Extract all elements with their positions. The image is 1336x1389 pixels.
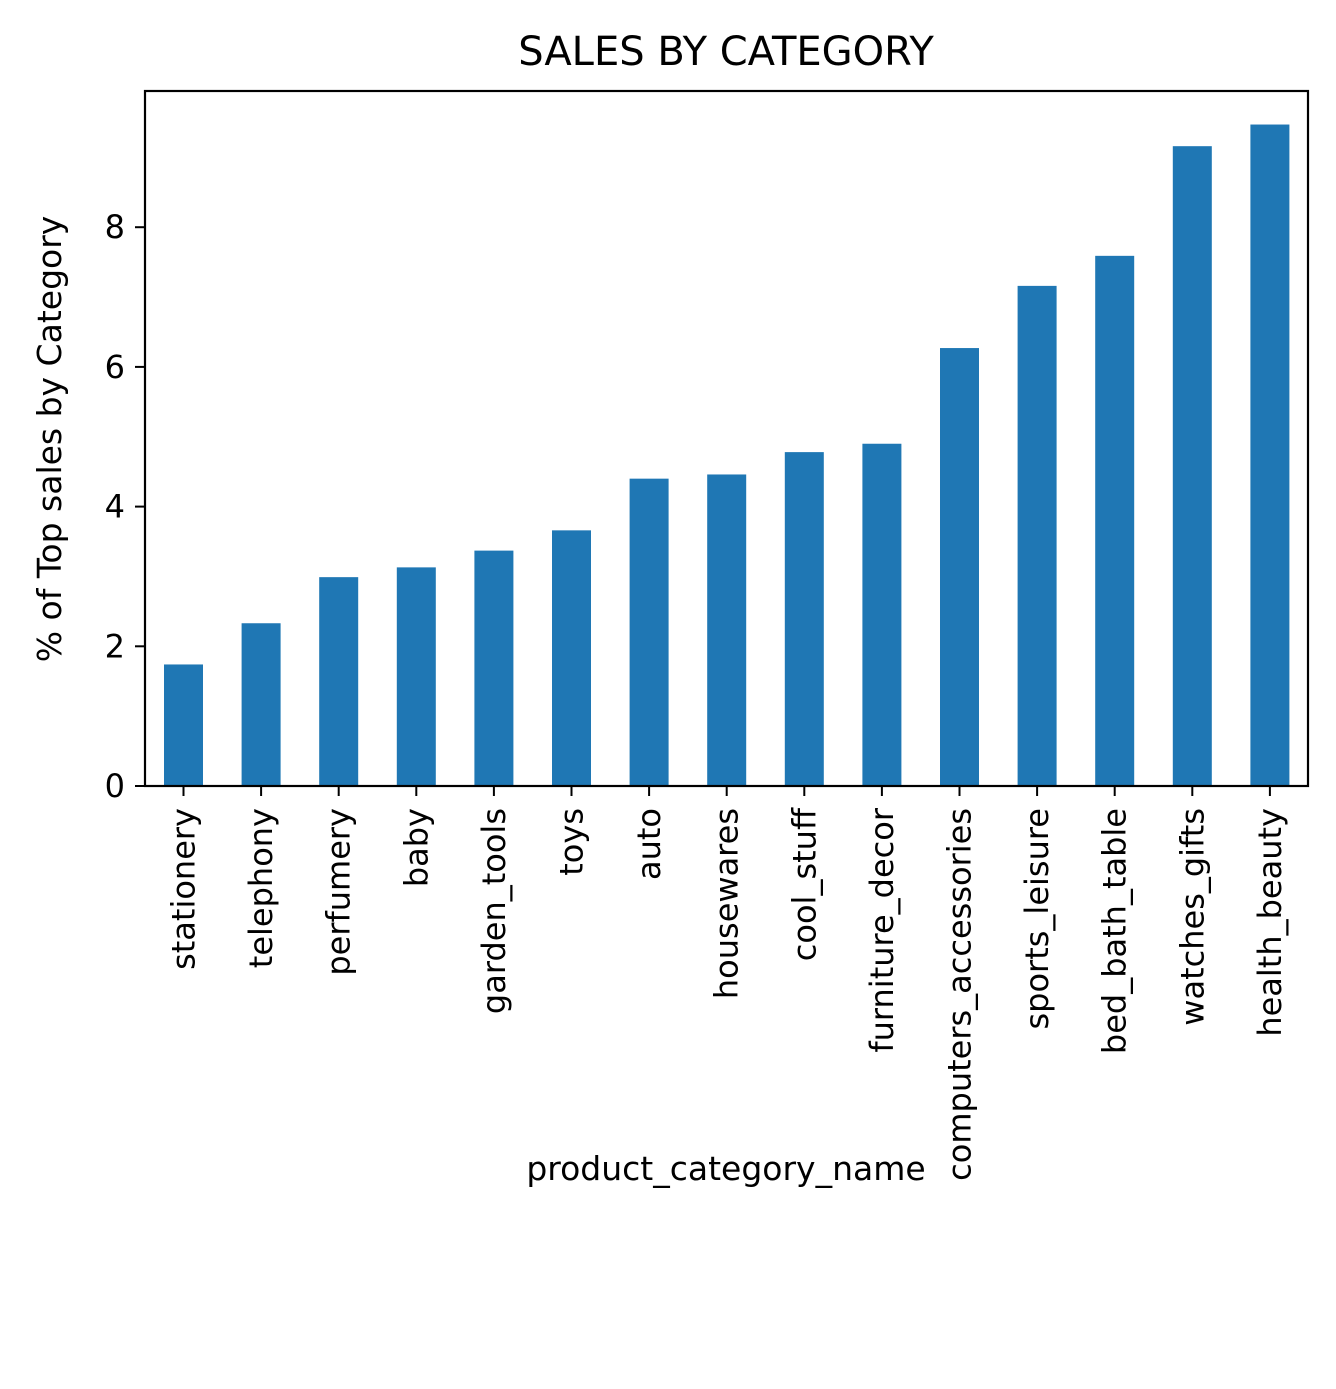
- chart-title: SALES BY CATEGORY: [518, 29, 934, 75]
- x-tick-label: furniture_decor: [863, 807, 901, 1052]
- bar-stationery: [164, 664, 203, 786]
- y-tick-label: 8: [105, 208, 125, 246]
- x-tick-label: watches_gifts: [1173, 808, 1211, 1026]
- y-tick-label: 4: [105, 488, 125, 526]
- x-axis-label: product_category_name: [526, 1149, 925, 1188]
- bar-bed_bath_table: [1095, 255, 1135, 787]
- bar-perfumery: [319, 577, 359, 786]
- bar-baby: [396, 567, 436, 786]
- y-tick-label: 6: [105, 348, 125, 386]
- bar-garden_tools: [474, 550, 514, 786]
- bar-health_beauty: [1250, 124, 1290, 786]
- x-tick-label: bed_bath_table: [1096, 808, 1134, 1054]
- bar-cool_stuff: [784, 452, 824, 786]
- x-tick-label: housewares: [708, 808, 746, 999]
- x-tick-label: garden_tools: [475, 808, 513, 1014]
- x-tick-label: sports_leisure: [1018, 808, 1056, 1030]
- bar-auto: [629, 478, 669, 786]
- x-tick-label: toys: [553, 808, 591, 876]
- bar-housewares: [707, 474, 747, 786]
- y-axis-ticks: 0 2 4 6 8: [105, 208, 145, 805]
- bar-toys: [552, 530, 591, 786]
- x-tick-label: telephony: [242, 808, 280, 968]
- bar-watches_gifts: [1172, 146, 1212, 786]
- x-axis-ticks: stationery telephony perfumery baby garden_t…: [165, 786, 1289, 1181]
- plot-frame: [143, 89, 1310, 788]
- y-tick-label: 2: [105, 627, 125, 665]
- bars-group: [164, 124, 1290, 787]
- x-tick-label: baby: [397, 808, 435, 887]
- bar-computers_accessories: [940, 348, 979, 786]
- bar-furniture_decor: [862, 443, 902, 786]
- x-tick-label: perfumery: [320, 808, 358, 976]
- x-tick-label: auto: [630, 808, 668, 880]
- bar-sports_leisure: [1017, 285, 1057, 786]
- x-tick-label: health_beauty: [1251, 808, 1289, 1037]
- y-axis-label: % of Top sales by Category: [30, 216, 69, 663]
- x-tick-label: stationery: [165, 808, 203, 970]
- bar-telephony: [241, 623, 281, 786]
- x-tick-label: cool_stuff: [785, 807, 823, 961]
- x-tick-label: computers_accessories: [941, 808, 979, 1181]
- y-tick-label: 0: [105, 767, 125, 805]
